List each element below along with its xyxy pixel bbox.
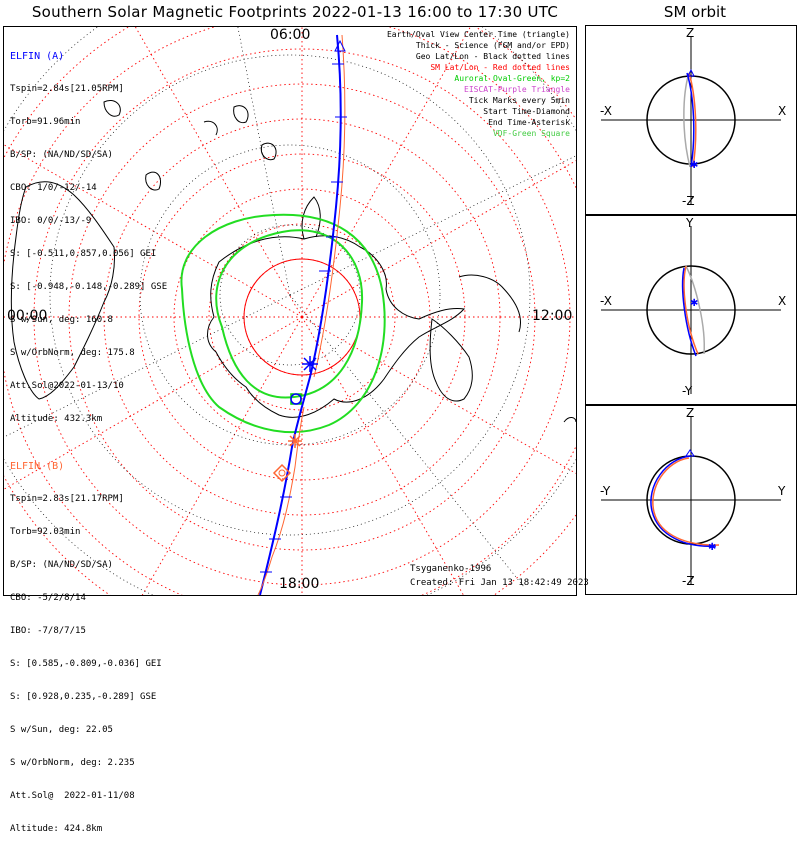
sm-xy-svg: ✱ bbox=[601, 226, 781, 394]
svg-text:✱: ✱ bbox=[690, 160, 698, 171]
legend-item: Auroral Oval-Green, kp=2 bbox=[454, 74, 570, 83]
mlt-label-right: 12:00 bbox=[532, 308, 573, 324]
sm-xy-left: -X bbox=[600, 294, 612, 308]
sm-xy-bottom: -Y bbox=[682, 384, 693, 398]
elfin-a-line: S w/OrbNorm, deg: 175.8 bbox=[10, 348, 135, 358]
sm-panel-yz: ✱ Z -Z -Y Y bbox=[585, 405, 797, 595]
legend-item: Thick - Science (FGM and/or EPD) bbox=[415, 41, 570, 50]
elfin-a-line: CBO: 1/0/-12/-14 bbox=[10, 183, 97, 193]
legend: Earth/Oval View Center Time (triangle) T… bbox=[387, 29, 570, 139]
polar-map-svg bbox=[4, 27, 576, 595]
elfin-b-info: ELFIN (B) Tspin=2.83s[21.17RPM] Torb=92.… bbox=[10, 439, 162, 857]
elfin-a-line: S: [-0.511,0.857,0.056] GEI bbox=[10, 249, 157, 259]
elfin-b-line: S: [0.585,-0.809,-0.036] GEI bbox=[10, 659, 162, 669]
legend-item: Tick Marks every 5min bbox=[468, 96, 570, 105]
elfin-b-line: S w/Sun, deg: 22.05 bbox=[10, 725, 113, 735]
sm-yz-left: -Y bbox=[600, 484, 611, 498]
sm-xy-top: Y bbox=[686, 216, 694, 230]
sm-xz-top: Z bbox=[686, 26, 695, 40]
elfin-b-line: B/SP: (NA/ND/SD/SA) bbox=[10, 560, 113, 570]
elfin-a-info: ELFIN (A) Tspin=2.84s[21.05RPM] Torb=91.… bbox=[10, 29, 167, 447]
elfin-a-line: Torb=91.96min bbox=[10, 117, 81, 127]
elfin-a-line: Tspin=2.84s[21.05RPM] bbox=[10, 84, 124, 94]
elfin-b-start-diamond bbox=[272, 463, 292, 483]
sm-xz-right: X bbox=[778, 104, 787, 118]
elfin-b-line: Torb=92.03min bbox=[10, 527, 81, 537]
elfin-a-view-triangle bbox=[334, 39, 346, 52]
sm-yz-top: Z bbox=[686, 406, 695, 420]
geo-grid bbox=[4, 27, 576, 595]
elfin-a-line: S: [-0.948,-0.148,-0.289] GSE bbox=[10, 282, 168, 292]
legend-item: EISCAT-Purple Triangle bbox=[464, 85, 570, 94]
elfin-a-line: Att.Sol@2022-01-13/10 bbox=[10, 381, 124, 391]
elfin-a-name: ELFIN (A) bbox=[10, 51, 65, 62]
model-label: Tsyganenko-1996 bbox=[410, 564, 492, 574]
svg-text:✱: ✱ bbox=[690, 298, 698, 309]
sm-xz-left: -X bbox=[600, 104, 612, 118]
plot-title: Southern Solar Magnetic Footprints 2022-… bbox=[31, 3, 559, 21]
elfin-a-end-asterisk bbox=[302, 356, 318, 372]
elfin-a-track bbox=[259, 34, 342, 595]
sm-grid bbox=[4, 27, 576, 595]
sm-xy-right: X bbox=[778, 294, 787, 308]
elfin-b-end-asterisk bbox=[288, 434, 302, 448]
coastlines bbox=[10, 100, 576, 423]
mlt-label-top: 06:00 bbox=[270, 27, 311, 43]
auroral-ovals bbox=[180, 213, 386, 434]
sm-yz-svg: ✱ bbox=[601, 416, 781, 584]
sm-yz-right: Y bbox=[778, 484, 786, 498]
created-timestamp: Created: Fri Jan 13 18:42:49 2023 bbox=[410, 578, 589, 588]
elfin-a-line: S w/Sun, deg: 160.8 bbox=[10, 315, 113, 325]
sm-panel-xz: ✱ Z -Z -X X bbox=[585, 25, 797, 215]
elfin-b-line: S w/OrbNorm, deg: 2.235 bbox=[10, 758, 135, 768]
legend-item: Start Time-Diamond bbox=[483, 107, 570, 116]
elfin-b-line: Altitude: 424.8km bbox=[10, 824, 103, 834]
sm-panel-xy: ✱ Y -Y -X X bbox=[585, 215, 797, 405]
mlt-label-bottom: 18:00 bbox=[279, 576, 320, 592]
legend-item: SM Lat/Lon - Red dotted lines bbox=[430, 63, 570, 72]
mlt-label-left: 00:00 bbox=[7, 308, 48, 324]
elfin-b-line: CBO: -5/2/8/14 bbox=[10, 593, 86, 603]
sm-xz-svg: ✱ bbox=[601, 36, 781, 204]
elfin-b-line: Att.Sol@ 2022-01-11/08 bbox=[10, 791, 135, 801]
sm-orbit-title: SM orbit bbox=[663, 3, 727, 21]
tick-marks bbox=[260, 63, 347, 573]
footprint-map: 06:00 00:00 12:00 18:00 ELFIN (A) Tspin=… bbox=[3, 26, 589, 834]
legend-item: Geo Lat/Lon - Black dotted lines bbox=[415, 52, 570, 61]
elfin-a-line: B/SP: (NA/ND/SD/SA) bbox=[10, 150, 113, 160]
svg-text:✱: ✱ bbox=[708, 542, 716, 553]
sm-xz-bottom: -Z bbox=[682, 194, 695, 208]
elfin-b-line: S: [0.928,0.235,-0.289] GSE bbox=[10, 692, 157, 702]
elfin-b-line: Tspin=2.83s[21.17RPM] bbox=[10, 494, 124, 504]
elfin-a-line: IBO: 0/0/-13/-9 bbox=[10, 216, 92, 226]
legend-item: VDF-Green Square bbox=[492, 129, 570, 138]
sm-yz-bottom: -Z bbox=[682, 574, 695, 588]
legend-item: End Time-Asterisk bbox=[488, 118, 570, 127]
elfin-b-name: ELFIN (B) bbox=[10, 461, 65, 472]
legend-item: Earth/Oval View Center Time (triangle) bbox=[386, 30, 570, 39]
elfin-b-line: IBO: -7/8/7/15 bbox=[10, 626, 86, 636]
elfin-a-line: Altitude: 432.3km bbox=[10, 414, 103, 424]
